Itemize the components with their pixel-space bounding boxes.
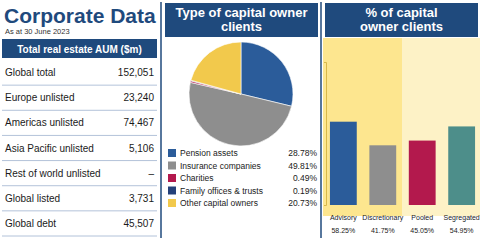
legend-label: Pension assets — [180, 148, 238, 158]
pie-legend: Pension assets 28.78% Insurance companies 4… — [168, 148, 317, 208]
row-label: Global debt — [5, 218, 56, 229]
title-line: % of capital — [365, 5, 437, 20]
data-label: 45.05% — [410, 227, 434, 234]
bars — [330, 122, 475, 205]
table-row: Europe unlisted 23,240 — [2, 92, 157, 110]
legend-swatch — [168, 149, 176, 157]
tick-mark — [324, 62, 326, 63]
table-row: Global total 152,051 — [2, 67, 157, 85]
tick-label: Pooled — [411, 214, 433, 221]
infographic: Corporate DataAs at 30 June 2023 Total re… — [0, 0, 480, 240]
legend-label: Insurance companies — [180, 161, 261, 171]
legend-value: 28.78% — [288, 148, 317, 158]
panel-divider — [160, 2, 162, 238]
page-subtitle: As at 30 June 2023 — [5, 27, 70, 36]
row-value: 152,051 — [118, 67, 155, 78]
row-label: Global total — [5, 67, 56, 78]
legend-value: 49.81% — [288, 161, 317, 171]
row-separator — [2, 110, 157, 111]
row-label: Americas unlisted — [5, 117, 84, 128]
row-label: Europe unlisted — [5, 92, 75, 103]
pie-slice — [191, 42, 241, 94]
legend-value: 0.19% — [293, 186, 318, 196]
bar-header-band — [325, 3, 478, 37]
row-value: 5,106 — [129, 143, 154, 154]
title-line: owner clients — [360, 19, 443, 34]
row-value: 45,507 — [123, 218, 154, 229]
pie-header-band — [165, 3, 318, 37]
panel-divider — [320, 2, 322, 238]
legend-entry: Other capital owners 20.73% — [168, 198, 317, 208]
table-row: Global debt 45,507 — [2, 218, 157, 236]
tick-label: Segregated — [444, 214, 480, 222]
table-row: Asia Pacific unlisted 5,106 — [2, 143, 157, 161]
row-separator — [2, 160, 157, 161]
title-line: clients — [221, 19, 262, 34]
x-axis: Advisory Discretionary Pooled Segregated — [330, 205, 480, 222]
bar — [330, 122, 357, 205]
legend-swatch — [168, 187, 176, 195]
tick-label: Advisory — [330, 214, 357, 222]
pie-title: Type of capital ownerclients — [176, 5, 308, 34]
bar — [448, 126, 475, 205]
legend-swatch — [168, 174, 176, 182]
title-line: Type of capital owner — [176, 5, 308, 20]
legend-swatch — [168, 162, 176, 170]
row-separator — [2, 210, 157, 211]
row-value: 3,731 — [129, 193, 154, 204]
bar-title: % of capitalowner clients — [360, 5, 443, 34]
table-row: Americas unlisted 74,467 — [2, 117, 157, 135]
tick: Advisory — [330, 205, 357, 222]
table-header-band — [2, 39, 157, 58]
tick: Pooled — [411, 205, 433, 221]
legend-label: Family offices & trusts — [180, 186, 263, 196]
corporate-panel: Corporate DataAs at 30 June 2023 Total re… — [2, 4, 157, 236]
panel-background — [402, 38, 480, 216]
row-separator — [2, 236, 157, 237]
data-label: 41.75% — [371, 227, 395, 234]
legend-entry: Pension assets 28.78% — [168, 148, 317, 158]
tick — [324, 62, 326, 63]
legend-label: Other capital owners — [180, 198, 258, 208]
table-row: Rest of world unlisted – — [2, 168, 157, 186]
row-value: – — [148, 168, 154, 179]
row-label: Rest of world unlisted — [5, 168, 101, 179]
bar-panel: % of capitalowner clients Advisory Discret… — [323, 3, 480, 234]
tick: Discretionary — [362, 205, 403, 222]
row-value: 23,240 — [123, 92, 154, 103]
row-separator — [2, 185, 157, 186]
tick: Segregated — [444, 205, 480, 222]
data-label: 58.25% — [331, 227, 355, 234]
row-value: 74,467 — [123, 117, 154, 128]
legend-label: Charities — [180, 173, 214, 183]
page-title: Corporate Data — [4, 4, 156, 27]
data-labels: 58.25% 41.75% 45.05% 54.95% — [331, 227, 473, 234]
row-separator — [2, 85, 157, 86]
row-separator — [2, 135, 157, 136]
tick — [324, 205, 326, 206]
legend-value: 0.49% — [293, 173, 318, 183]
row-label: Global listed — [5, 193, 60, 204]
row-label: Asia Pacific unlisted — [5, 143, 94, 154]
bar — [409, 141, 436, 205]
axis-line — [324, 63, 327, 206]
legend-entry: Insurance companies 49.81% — [168, 161, 317, 171]
legend-entry: Family offices & trusts 0.19% — [168, 186, 317, 196]
bar — [369, 145, 396, 205]
legend-value: 20.73% — [288, 198, 317, 208]
legend-swatch — [168, 199, 176, 207]
legend-entry: Charities 0.49% — [168, 173, 317, 183]
table-row: Global listed 3,731 — [2, 193, 157, 211]
panel-background — [323, 38, 402, 216]
table-title: Total real estate AUM ($m) — [17, 44, 141, 55]
y-axis — [324, 63, 327, 206]
pie-slices — [189, 42, 293, 146]
data-label: 54.95% — [450, 227, 474, 234]
pie-panel: Type of capital ownerclients Pension asse… — [165, 3, 318, 208]
tick-label: Discretionary — [362, 214, 403, 222]
tick-mark — [324, 205, 326, 206]
